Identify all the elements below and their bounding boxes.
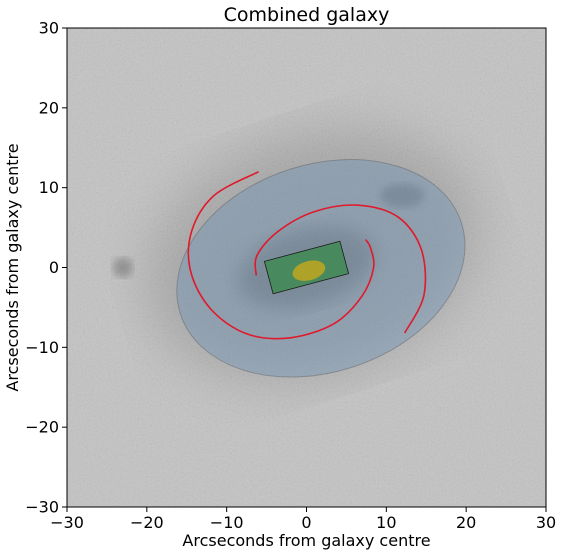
y-tick-label: 10 xyxy=(39,178,59,197)
y-tick-label: 0 xyxy=(49,258,59,277)
x-tick-label: 0 xyxy=(301,513,311,532)
y-axis-label: Arcseconds from galaxy centre xyxy=(3,143,22,391)
bulge-component xyxy=(292,260,326,281)
y-tick-label: −10 xyxy=(25,338,59,357)
y-tick-label: −20 xyxy=(25,418,59,437)
spiral-arm-1 xyxy=(187,170,375,340)
x-axis-label: Arcseconds from galaxy centre xyxy=(182,531,430,550)
y-tick-label: 30 xyxy=(39,19,59,38)
x-tick-label: 30 xyxy=(536,513,556,532)
y-tick-label: −30 xyxy=(25,498,59,517)
x-tick-label: 20 xyxy=(456,513,476,532)
spiral-arm-2 xyxy=(254,204,427,334)
x-tick-label: −10 xyxy=(210,513,244,532)
x-tick-label: −20 xyxy=(130,513,164,532)
x-tick-label: −30 xyxy=(50,513,84,532)
x-tick-label: 10 xyxy=(376,513,396,532)
y-tick-label: 20 xyxy=(39,98,59,117)
chart-title: Combined galaxy xyxy=(224,4,390,26)
